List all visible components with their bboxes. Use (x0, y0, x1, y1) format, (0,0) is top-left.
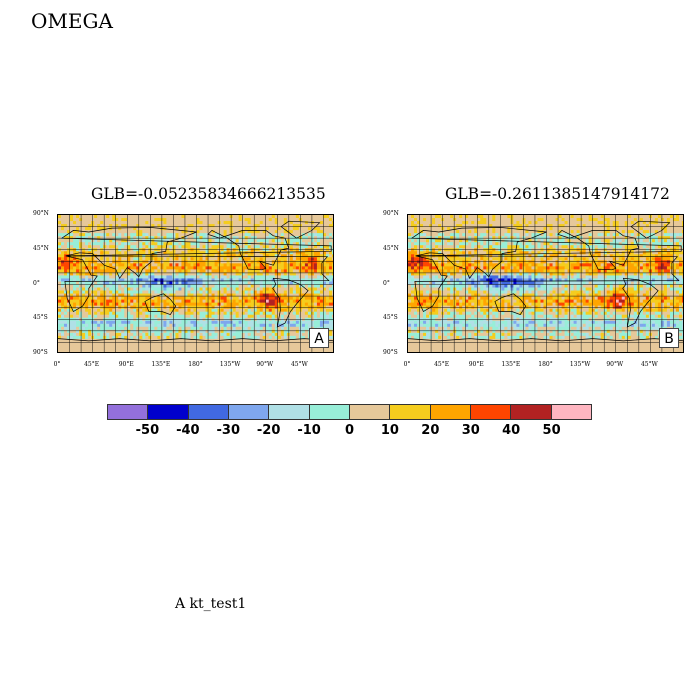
lat-tick-label: 90°N (383, 210, 399, 217)
lon-tick-label: 90°E (468, 361, 484, 368)
lat-tick-label: 0° (383, 279, 390, 287)
colorbar-box (470, 405, 512, 419)
lon-tick-label: 180° (188, 361, 203, 368)
colorbar-box (430, 405, 471, 419)
lat-tick-label: 45°S (383, 314, 398, 322)
panel-a-label: A (309, 328, 329, 348)
colorbar (107, 404, 592, 420)
lon-tick-label: 45°E (84, 361, 100, 368)
lat-tick-label: 90°N (33, 210, 49, 217)
colorbar-box (390, 405, 431, 419)
colorbar-box (309, 405, 350, 419)
lon-tick-label: 90°W (256, 361, 274, 368)
lon-tick-label: 0° (53, 361, 61, 368)
panel-b-field (408, 215, 683, 352)
colorbar-label: 40 (502, 423, 521, 438)
lat-tick-label: 90°S (383, 349, 398, 356)
colorbar-label: 20 (421, 423, 440, 438)
lon-tick-label: 90°W (606, 361, 624, 368)
lon-tick-label: 90°E (118, 361, 134, 368)
footer-text: A kt_test1 (175, 596, 247, 612)
lat-tick-label: 90°S (33, 349, 48, 356)
colorbar-box (148, 405, 189, 419)
colorbar-label: 10 (380, 423, 399, 438)
colorbar-label: -10 (297, 423, 321, 438)
lat-tick-label: 45°N (383, 244, 399, 252)
lon-tick-label: 180° (538, 361, 553, 368)
colorbar-box (188, 405, 229, 419)
colorbar-box (551, 405, 591, 419)
lon-tick-label: 45°W (290, 361, 308, 368)
panel-b-label: B (659, 328, 679, 348)
figure-title: OMEGA (31, 9, 113, 33)
colorbar-box (349, 405, 391, 419)
lon-tick-label: 135°E (501, 361, 521, 368)
colorbar-label: 50 (542, 423, 561, 438)
panel-a-field (58, 215, 333, 352)
colorbar-label: -50 (135, 423, 160, 438)
colorbar-label: -30 (216, 423, 241, 438)
lon-tick-label: 135°W (569, 361, 591, 368)
lat-tick-label: 45°N (33, 244, 49, 252)
colorbar-box (511, 405, 552, 419)
panel-b-title: GLB=-0.2611385147914172 (445, 185, 670, 203)
colorbar-box (228, 405, 270, 419)
colorbar-label: 30 (461, 423, 480, 438)
lon-tick-label: 135°E (151, 361, 171, 368)
panel-a-map: A (57, 214, 334, 353)
lat-tick-label: 0° (33, 279, 40, 287)
lon-tick-label: 135°W (219, 361, 241, 368)
lon-tick-label: 45°W (640, 361, 658, 368)
colorbar-label: 0 (344, 423, 355, 438)
lat-tick-label: 45°S (33, 314, 48, 322)
colorbar-label: -40 (176, 423, 200, 438)
colorbar-box (269, 405, 310, 419)
panel-b-map: B (407, 214, 684, 353)
panel-a-title: GLB=-0.05235834666213535 (91, 185, 326, 203)
lon-tick-label: 45°E (434, 361, 450, 368)
lon-tick-label: 0° (403, 361, 411, 368)
colorbar-box (108, 405, 149, 419)
colorbar-label: -20 (256, 423, 281, 438)
